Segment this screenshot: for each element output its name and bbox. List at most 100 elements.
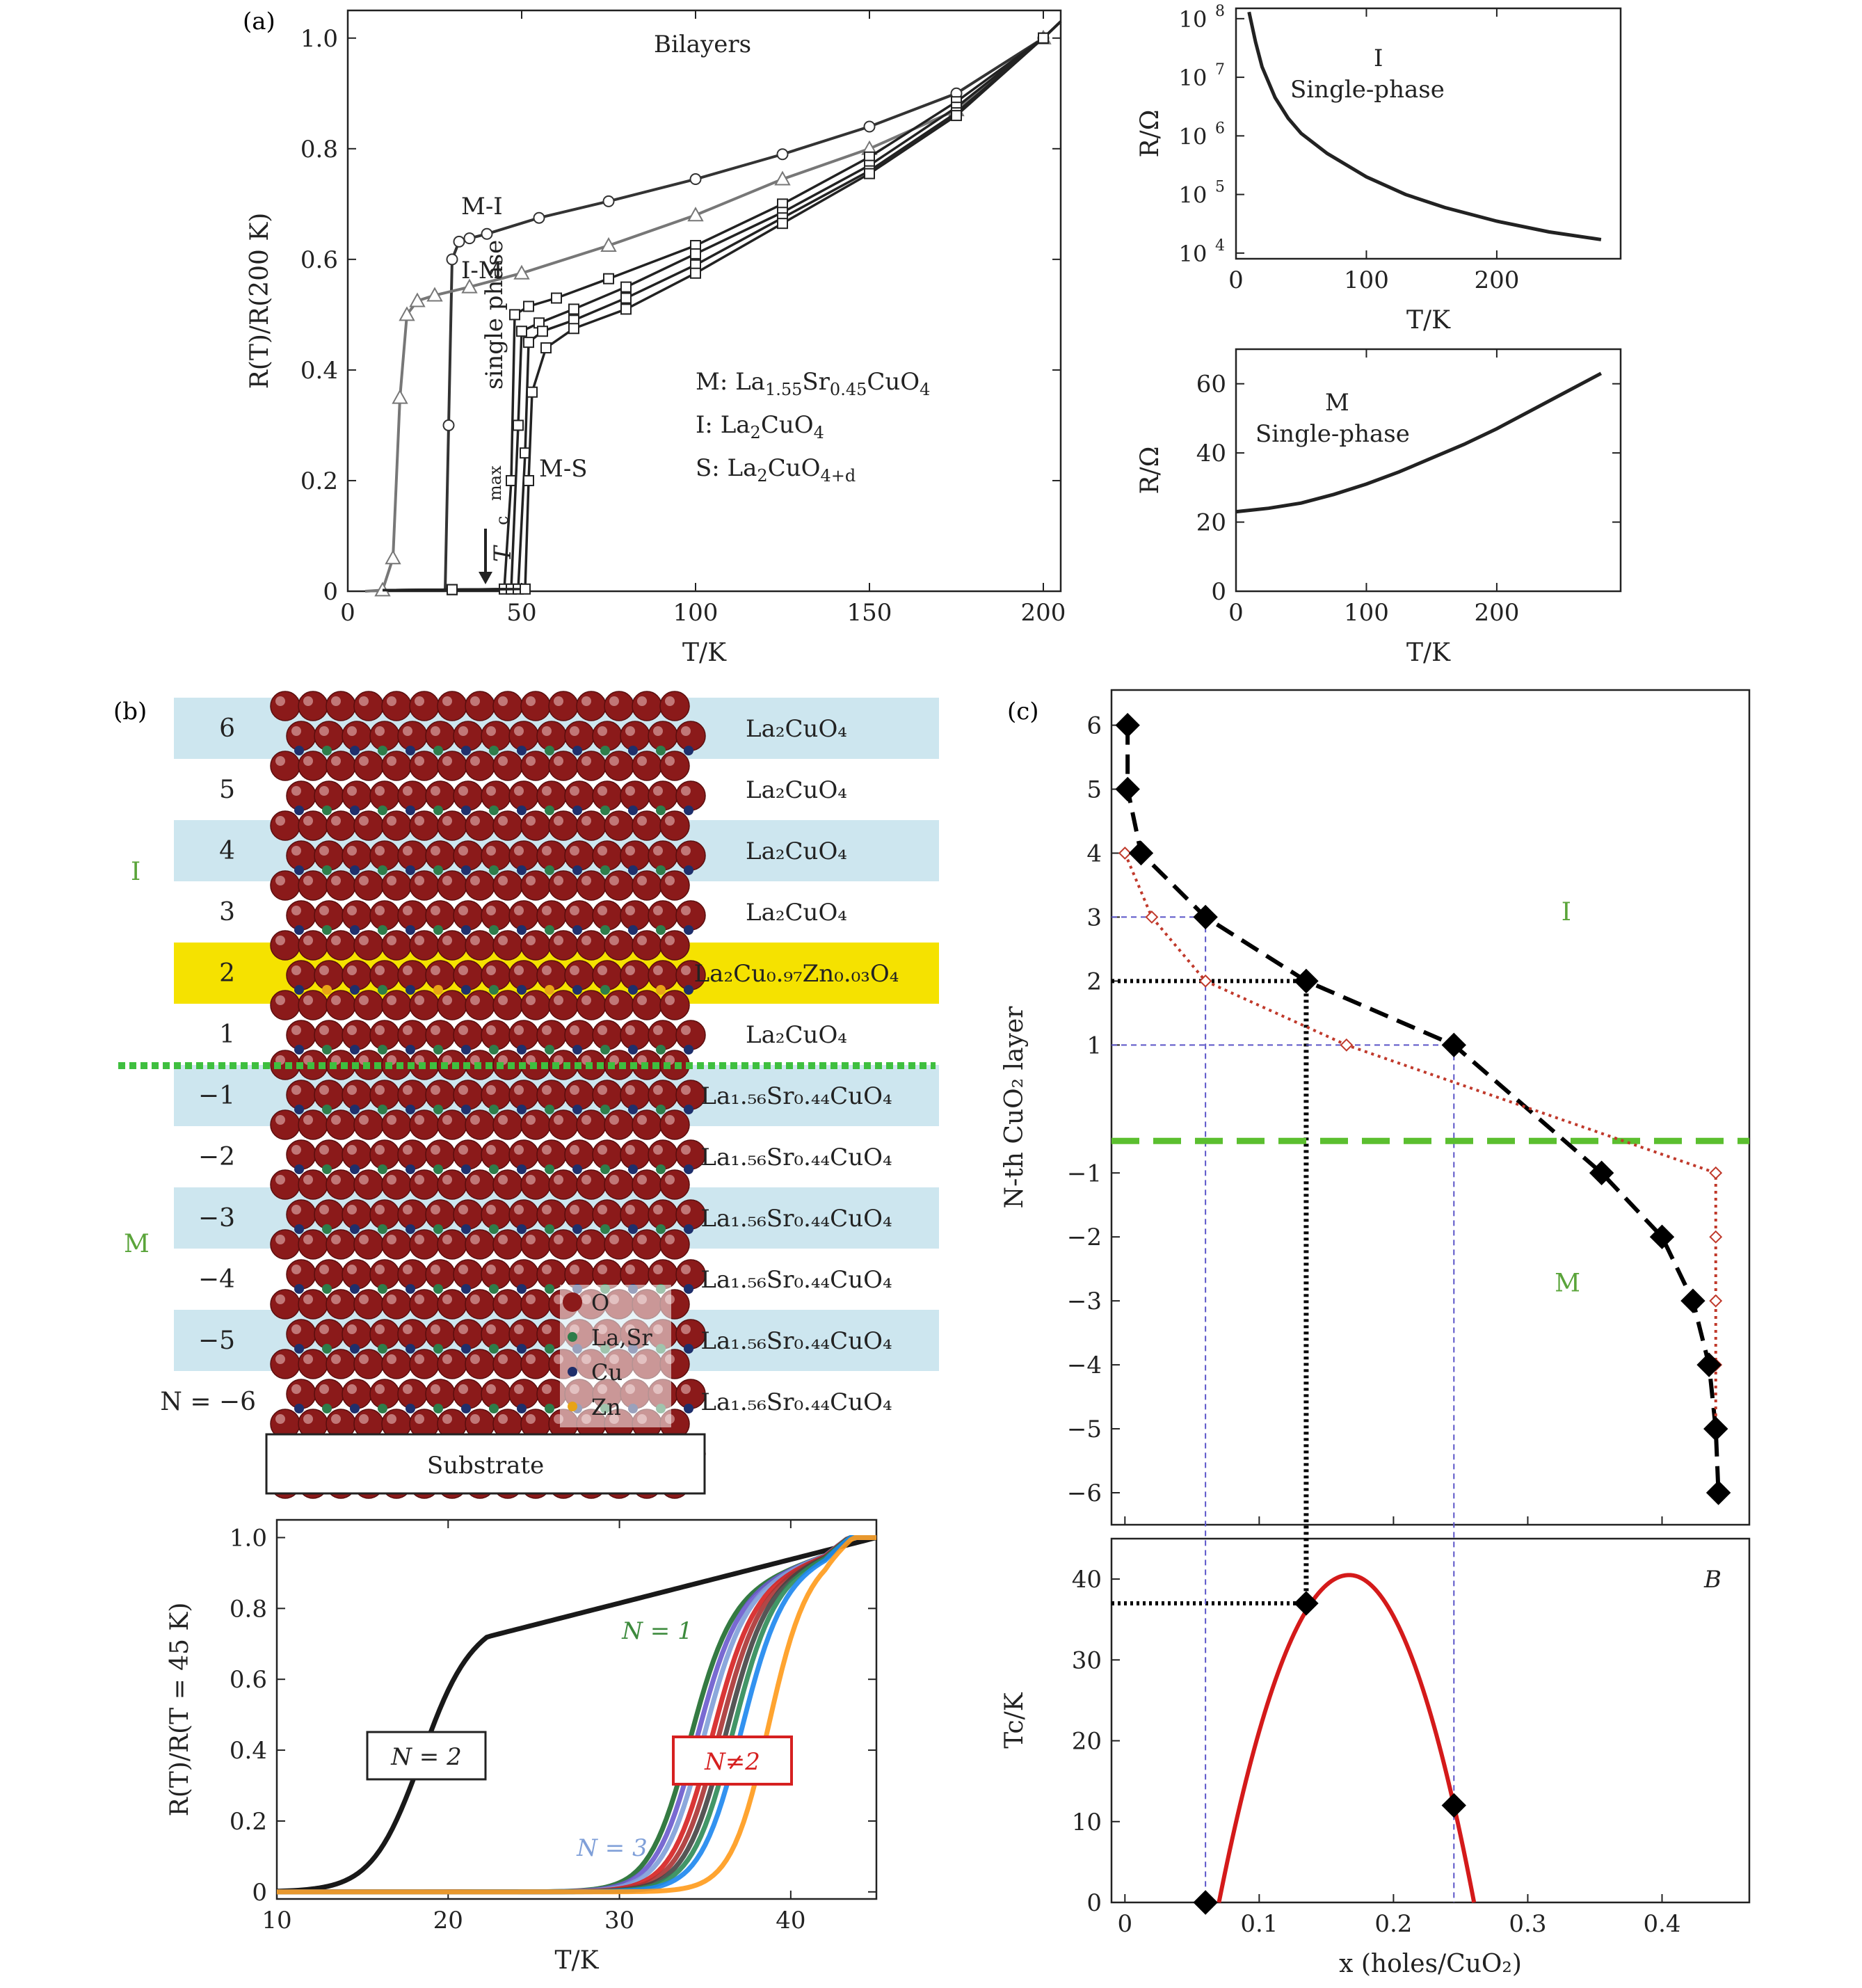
atom-highlight bbox=[319, 726, 329, 736]
atom-highlight bbox=[570, 846, 579, 856]
La-Sr-atom bbox=[322, 865, 332, 875]
layer-formula-2: La₂CuO₄ bbox=[746, 776, 847, 804]
annotation-M-S: M-S bbox=[539, 455, 588, 483]
layer-number-5: 2 bbox=[219, 959, 235, 988]
Cu-atom bbox=[517, 1224, 527, 1234]
atom-highlight bbox=[526, 1354, 536, 1364]
atom-highlight bbox=[554, 1115, 563, 1125]
atom-highlight bbox=[542, 1324, 552, 1334]
atom-highlight bbox=[458, 726, 468, 736]
layer-formula-12: La₁.₅₆Sr₀.₄₄CuO₄ bbox=[700, 1388, 892, 1416]
atom-highlight bbox=[458, 1324, 468, 1334]
O-atom bbox=[632, 870, 662, 901]
La-Sr-atom bbox=[600, 925, 610, 935]
layer-formula-5: La₂Cu₀.₉₇Zn₀.₀₃O₄ bbox=[694, 960, 899, 988]
data-point bbox=[951, 110, 962, 122]
region-label-I: I bbox=[1562, 898, 1571, 927]
atom-highlight bbox=[415, 696, 424, 706]
data-point bbox=[1118, 847, 1132, 860]
Cu-atom bbox=[628, 746, 638, 755]
region-label-M: M bbox=[1555, 1269, 1580, 1297]
atom-highlight bbox=[359, 1354, 369, 1364]
atom-highlight bbox=[581, 696, 591, 706]
data-point bbox=[1696, 1352, 1721, 1377]
O-atom bbox=[298, 1109, 328, 1140]
O-atom bbox=[409, 870, 440, 901]
Cu-atom bbox=[517, 925, 527, 935]
Cu-atom bbox=[350, 925, 360, 935]
y-tick-label: 1.0 bbox=[230, 1524, 267, 1552]
atom-highlight bbox=[470, 816, 480, 826]
legend-entry: S: La2CuO4+d bbox=[696, 454, 856, 486]
annotation-single-phase: Single-phase bbox=[1290, 76, 1445, 104]
O-atom bbox=[604, 1109, 634, 1140]
O-atom bbox=[659, 990, 690, 1020]
layer-number-2: 5 bbox=[219, 776, 235, 804]
Cu-atom bbox=[461, 1344, 471, 1354]
annotation-c: c bbox=[492, 516, 512, 525]
La-Sr-atom bbox=[656, 1224, 666, 1234]
atom-highlight bbox=[415, 995, 424, 1005]
data-point bbox=[523, 300, 534, 312]
atom-highlight bbox=[486, 1205, 496, 1215]
atom-highlight bbox=[526, 1115, 536, 1125]
Cu-atom bbox=[461, 1284, 471, 1294]
atom-highlight bbox=[486, 846, 496, 856]
atom-highlight bbox=[442, 1354, 452, 1364]
x-tick-label: 100 bbox=[1344, 266, 1389, 294]
data-point bbox=[520, 583, 531, 595]
atom-highlight bbox=[470, 995, 480, 1005]
La-Sr-atom bbox=[545, 1105, 554, 1114]
atom-highlight bbox=[431, 965, 440, 975]
Cu-atom bbox=[350, 865, 360, 875]
atom-highlight bbox=[275, 1354, 285, 1364]
series-line-9 bbox=[277, 1534, 876, 1895]
Zn-atom bbox=[322, 985, 332, 995]
atom-highlight bbox=[470, 696, 480, 706]
La-Sr-atom bbox=[378, 805, 387, 815]
La-Sr-atom bbox=[433, 925, 443, 935]
atom-highlight bbox=[554, 876, 563, 885]
La-Sr-atom bbox=[656, 1105, 666, 1114]
atom-highlight bbox=[347, 906, 357, 915]
y-tick-label: 2 bbox=[1086, 968, 1102, 995]
atom-highlight bbox=[609, 816, 619, 826]
O-atom bbox=[326, 1349, 356, 1379]
atom-highlight bbox=[387, 756, 396, 766]
y-tick-label: −4 bbox=[1067, 1352, 1102, 1379]
atom-highlight bbox=[303, 1414, 313, 1424]
legend-entry: I: La2CuO4 bbox=[696, 411, 824, 442]
atom-highlight bbox=[359, 816, 369, 826]
atom-highlight bbox=[486, 1025, 496, 1035]
atom-highlight bbox=[498, 1175, 508, 1185]
atom-highlight bbox=[526, 816, 536, 826]
data-point bbox=[385, 550, 401, 565]
O-atom bbox=[353, 870, 384, 901]
data-point bbox=[620, 281, 632, 293]
La-Sr-atom bbox=[600, 746, 610, 755]
O-atom bbox=[437, 870, 467, 901]
O-atom bbox=[353, 751, 384, 781]
data-point bbox=[463, 232, 476, 245]
y-tick-exponent: 8 bbox=[1215, 3, 1225, 20]
atom-highlight bbox=[625, 846, 635, 856]
Cu-atom bbox=[628, 985, 638, 995]
atom-highlight bbox=[458, 1085, 468, 1095]
y-tick-label: −3 bbox=[1067, 1288, 1102, 1315]
atom-highlight bbox=[637, 876, 647, 885]
atom-highlight bbox=[486, 1145, 496, 1155]
atom-highlight bbox=[554, 936, 563, 945]
O-atom bbox=[381, 1229, 412, 1260]
La-Sr-atom bbox=[322, 1045, 332, 1055]
panel-a-inset-M: 0 100 200 0 20 40 60 M Single-phase T/K R/Ω bbox=[1136, 348, 1622, 667]
La-Sr-atom bbox=[489, 1045, 499, 1055]
region-label-I: I bbox=[131, 858, 141, 886]
atom-highlight bbox=[486, 1384, 496, 1394]
O-atom bbox=[298, 1169, 328, 1200]
O-atom bbox=[270, 1289, 300, 1320]
x-axis-label: T/K bbox=[682, 639, 727, 667]
La-Sr-atom bbox=[322, 1164, 332, 1174]
O-atom bbox=[270, 1169, 300, 1200]
atom-highlight bbox=[542, 906, 552, 915]
atom-highlight bbox=[291, 1265, 301, 1274]
